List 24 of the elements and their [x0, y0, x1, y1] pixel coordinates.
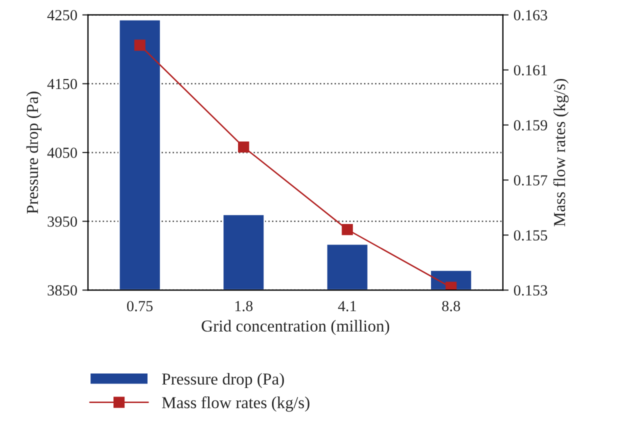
y-tick-label: 3850 — [48, 285, 77, 296]
y2-tick-label: 0.163 — [514, 10, 548, 20]
y2-tick-label: 0.157 — [514, 175, 548, 186]
y2-tick-label: 0.153 — [514, 285, 548, 296]
x-axis-title: Grid concentration (million) — [202, 320, 390, 336]
x-tick-label: 4.1 — [338, 301, 356, 312]
y2-axis-title: Mass flow rates (kg/s) — [553, 78, 569, 226]
x-tick-label: 0.75 — [127, 300, 153, 312]
point — [446, 282, 457, 290]
y2-tick-label: 0.161 — [514, 65, 547, 76]
y2-tick-label: 0.155 — [514, 230, 548, 241]
y2-tick-label: 0.159 — [514, 120, 548, 131]
x-tick-label: 1.8 — [235, 300, 253, 312]
y-tick-label: 3950 — [48, 216, 77, 227]
y-tick-label: 4050 — [47, 148, 77, 158]
legend-label: Mass flow rates (kg/s) — [162, 396, 310, 412]
point — [134, 40, 146, 51]
y-tick-label: 4250 — [47, 10, 77, 20]
point — [342, 224, 353, 236]
point — [238, 141, 250, 153]
legend-label: Pressure drop (Pa) — [162, 372, 284, 388]
y-axis-title: Pressure drop (Pa) — [26, 92, 42, 214]
x-tick-label: 8.8 — [442, 300, 460, 312]
y-tick-label: 4150 — [47, 78, 77, 90]
